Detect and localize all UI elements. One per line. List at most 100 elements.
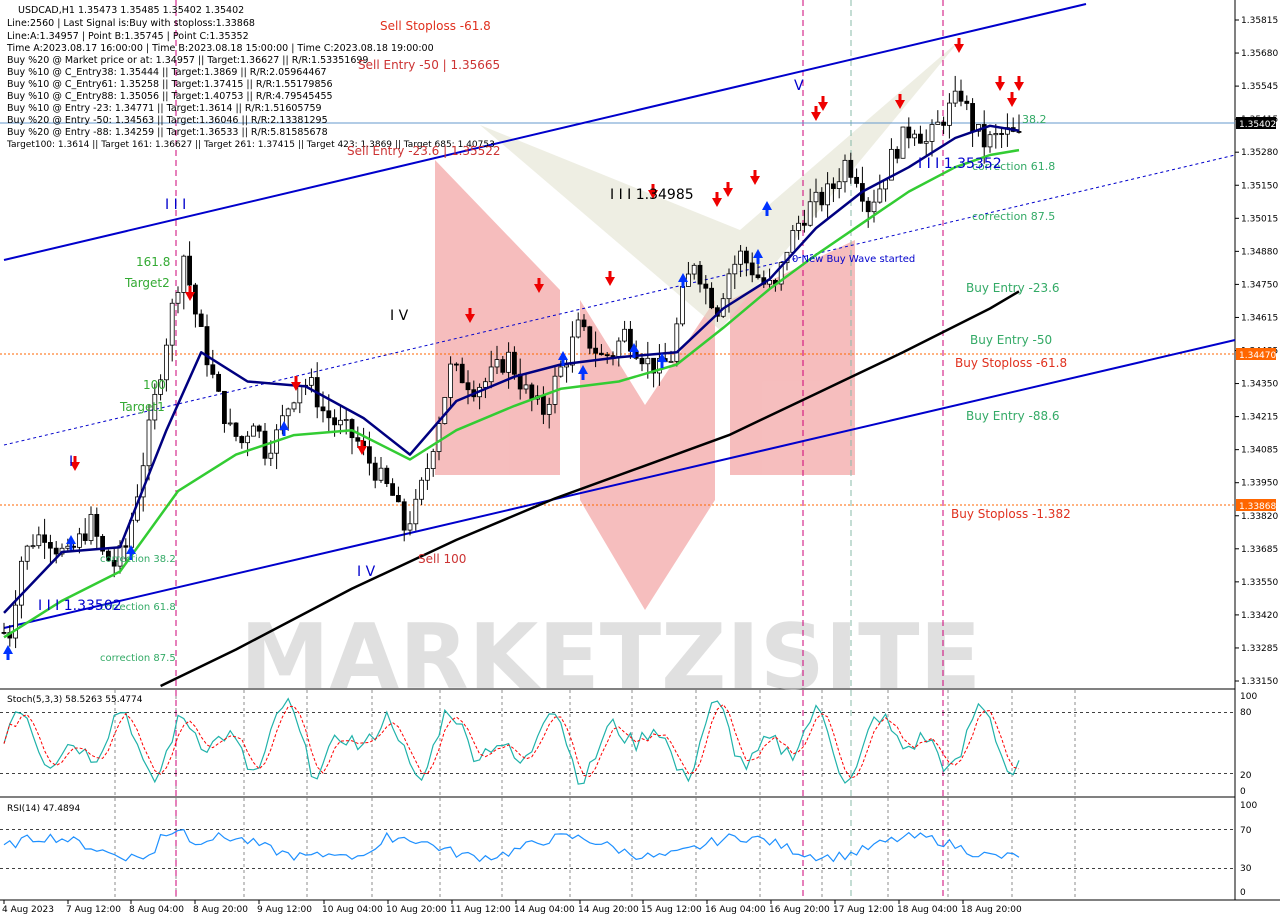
buy-arrow-icon (126, 545, 136, 560)
candle-body (430, 451, 436, 470)
info-line: Line:A:1.34957 | Point B:1.35745 | Point… (7, 31, 249, 42)
ma-line (160, 290, 1020, 688)
channel-upper-line (3, 3, 1087, 261)
candle-body (42, 534, 47, 543)
signal-arrows (3, 38, 1024, 660)
rsi-tick-label: 100 (1240, 801, 1257, 811)
price-tick-label: 1.33285 (1241, 644, 1278, 654)
sell-arrow-icon (895, 94, 905, 109)
candle-body (448, 363, 454, 398)
stochastic-panel (0, 697, 1235, 785)
candle-body (77, 533, 82, 548)
time-tick-label: 16 Aug 20:00 (769, 905, 830, 915)
candle-body (163, 344, 169, 381)
buy-arrow-icon (629, 343, 639, 358)
stoch-tick-label: 0 (1240, 787, 1246, 797)
time-tick-label: 17 Aug 12:00 (833, 905, 894, 915)
candle-body (755, 274, 761, 279)
candle-body (825, 183, 830, 206)
sell-arrow-icon (1014, 76, 1024, 91)
candle-body (981, 124, 987, 148)
stoch-signal-line (3, 703, 1020, 779)
level-labels: Sell Stoploss -61.8 Sell Entry -50 | 1.3… (100, 19, 1071, 664)
candle-body (192, 284, 198, 315)
rsi-line (3, 828, 1020, 863)
candle-body (732, 263, 738, 275)
wave-label: I I I (165, 197, 186, 213)
candle-body (952, 90, 958, 104)
price-tick-label: 1.35015 (1241, 214, 1278, 224)
buy-arrow-icon (657, 353, 667, 368)
info-line: Target100: 1.3614 || Target 161: 1.36627… (6, 140, 495, 150)
level-tag-2-text: 1.33868 (1239, 502, 1276, 512)
candle-body (616, 340, 622, 357)
candle-body (158, 379, 164, 395)
candle-body (877, 188, 883, 203)
sell-100-label: Sell 100 (418, 552, 466, 566)
rsi-panel (0, 828, 1235, 869)
candle-body (453, 363, 459, 366)
sell-arrow-icon (357, 440, 367, 455)
candle-body (819, 191, 825, 206)
time-tick-label: 14 Aug 20:00 (578, 905, 639, 915)
candle-body (836, 181, 842, 189)
buy-entry-88-label: Buy Entry -88.6 (966, 409, 1060, 423)
vertical-gridlines (114, 0, 1076, 900)
candle-body (320, 406, 326, 412)
candle-body (256, 425, 262, 432)
sell-arrow-icon (1007, 92, 1017, 107)
candle-body (1016, 131, 1022, 133)
current-price-tag (1236, 117, 1276, 129)
candle-body (889, 148, 894, 181)
candle-body (941, 121, 946, 126)
time-tick-label: 10 Aug 04:00 (322, 905, 383, 915)
candle-body (575, 319, 581, 338)
stoch-label: Stoch(5,3,3) 58.5263 55.4774 (7, 695, 143, 705)
buy-entry-50-label: Buy Entry -50 (970, 333, 1052, 347)
wave-label: I I I 1.35352 (918, 156, 1002, 172)
candle-body (541, 395, 546, 415)
candle-body (88, 513, 94, 541)
buy-arrow-icon (753, 249, 763, 264)
candle-body (964, 100, 970, 104)
candle-body (564, 364, 569, 368)
candle-body (308, 377, 314, 386)
candle-body (94, 513, 100, 537)
candle-body (581, 319, 587, 328)
channel-mid-line (3, 154, 1236, 446)
buy-arrow-icon (279, 421, 289, 436)
candle-body (424, 468, 430, 481)
time-tick-label: 11 Aug 12:00 (450, 905, 511, 915)
candle-body (384, 467, 390, 485)
candle-body (738, 250, 743, 265)
candle-body (123, 545, 129, 548)
trend-channels (3, 3, 1236, 629)
stoch-tick-label: 20 (1240, 771, 1252, 781)
candle-body (13, 604, 19, 639)
candle-body (918, 133, 923, 144)
candle-body (349, 419, 355, 439)
sell-arrow-icon (954, 38, 964, 53)
candle-body (482, 381, 488, 388)
price-tick-label: 1.34350 (1241, 380, 1278, 390)
candle-body (488, 366, 494, 383)
correction-87-right: correction 87.5 (972, 210, 1055, 223)
info-line: Buy %10 @ C_Entry88: 1.35056 || Target:1… (7, 91, 333, 102)
sell-entry-23-label: Sell Entry -23.6 | 1.35522 (347, 144, 501, 158)
price-tick-label: 1.33150 (1241, 677, 1278, 687)
target2-label: Target2 (124, 276, 170, 290)
buy-arrow-icon (578, 365, 588, 380)
candle-body (100, 535, 105, 552)
candle-body (599, 352, 604, 356)
candle-body (645, 357, 651, 365)
sell-arrow-icon (534, 278, 544, 293)
logo-swoosh (480, 40, 960, 330)
candle-body (604, 354, 610, 357)
stoch-tick-label: 100 (1240, 692, 1257, 702)
candle-body (216, 373, 222, 392)
time-tick-label: 18 Aug 20:00 (961, 905, 1022, 915)
candle-body (523, 384, 529, 390)
candle-body (239, 436, 245, 444)
candle-body (680, 286, 685, 325)
